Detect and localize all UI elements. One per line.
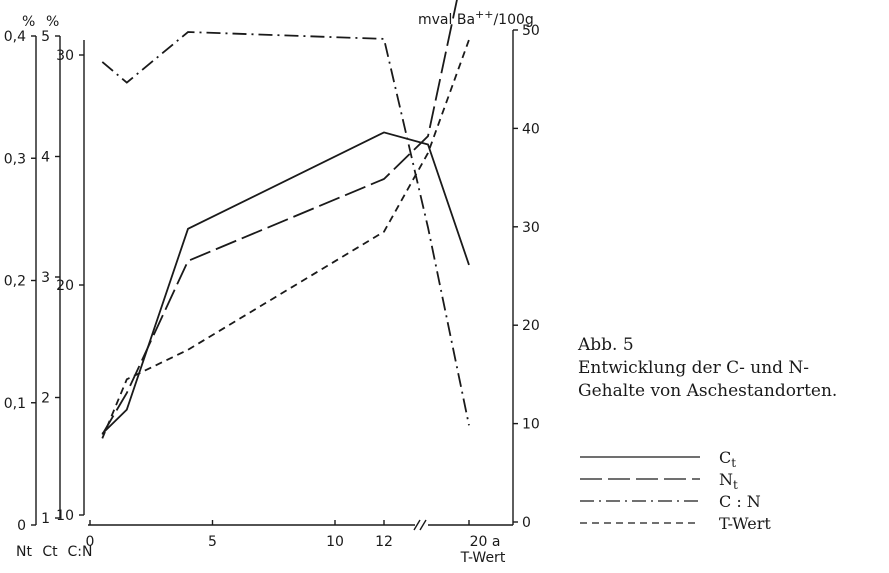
x-tick-label: 5 (208, 534, 217, 550)
legend-label: Nt (719, 470, 738, 492)
x-tick-label: 10 (326, 534, 344, 550)
axis-ct-tick-label: 5 (41, 29, 50, 45)
axis-nt-tick-label: 0,3 (4, 151, 26, 167)
axis-nt-tick-label: 0,2 (4, 274, 26, 290)
axis-cn-tick-label: 10 (56, 508, 74, 524)
axis-ct-tick-label: 3 (41, 270, 50, 286)
legend-label: C : N (719, 492, 761, 511)
axis-cn-tick-label: 30 (56, 48, 74, 64)
axis-cn-tick-label: 20 (56, 278, 74, 294)
axis-ct-label: Ct (42, 544, 58, 560)
figure-label: Abb. 5 (578, 335, 634, 355)
axis-ct-tick-label: 4 (41, 150, 50, 166)
x-axis-break-mark (419, 519, 427, 531)
axis-t-tick-label: 20 (522, 318, 540, 334)
x-axis-break-mark (413, 519, 421, 531)
axis-nt-tick-label: 0 (17, 518, 26, 534)
axis-t-tick-label: 50 (522, 23, 540, 39)
axis-t-tick-label: 0 (522, 515, 531, 531)
x-axis-title: T-Wert (460, 550, 506, 566)
axis-nt-label: Nt (16, 544, 32, 560)
x-tick-label: 0 (86, 534, 95, 550)
axis-t-unit: mval Ba++/100g (418, 8, 534, 28)
axis-nt-unit: % (22, 14, 35, 30)
x-tick-label: 20 a (470, 534, 501, 550)
series-group (101, 0, 470, 439)
series-line-cn (101, 31, 470, 426)
x-tick-label: 12 (375, 534, 393, 550)
axis-ct-unit: % (46, 14, 59, 30)
legend-label: T-Wert (719, 514, 771, 533)
legend-label: Ct (719, 448, 736, 470)
axis-cn-label: C:N (68, 544, 93, 560)
axis-ct-tick-label: 1 (41, 511, 50, 527)
series-line-twert (101, 39, 470, 439)
series-line-ct (101, 131, 470, 435)
caption-line-1: Entwicklung der C- und N- (578, 358, 810, 378)
axis-ct-tick-label: 2 (41, 391, 50, 407)
axis-nt-tick-label: 0,1 (4, 396, 26, 412)
caption-line-2: Gehalte von Aschestandorten. (578, 381, 838, 401)
axis-t-tick-label: 30 (522, 220, 540, 236)
axis-t-tick-label: 10 (522, 417, 540, 433)
axis-nt-tick-label: 0,4 (4, 29, 26, 45)
series-line-nt (101, 0, 458, 435)
axis-t-tick-label: 40 (522, 121, 540, 137)
figure-caption: Abb. 5 Entwicklung der C- und N- Gehalte… (578, 334, 837, 403)
